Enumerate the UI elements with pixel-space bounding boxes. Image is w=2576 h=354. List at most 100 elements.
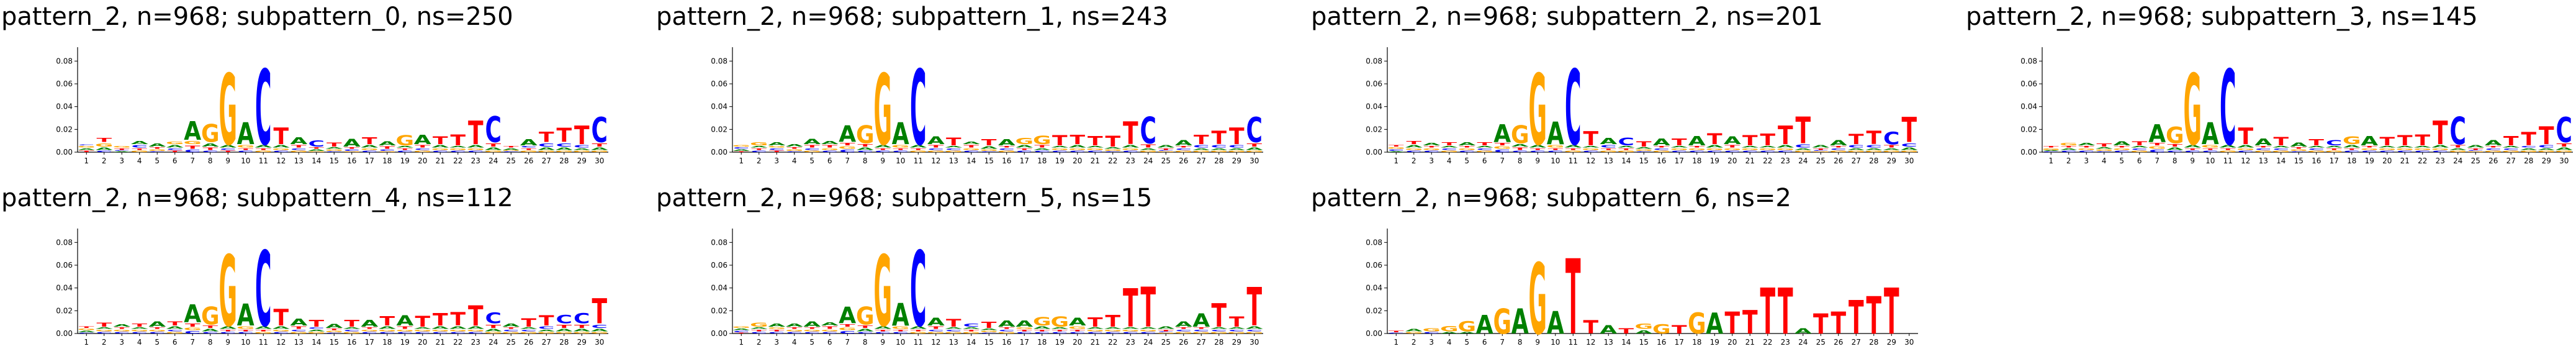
logo-letter-T: T [1831, 145, 1846, 148]
logo-glyph: T [2415, 132, 2430, 149]
logo-glyph: G [254, 332, 272, 334]
x-tick-label: 10 [1551, 157, 1560, 165]
logo-letter-G: G [1405, 148, 1423, 150]
y-tick-label: 0.00 [711, 148, 727, 157]
logo-glyph: C [1831, 148, 1847, 150]
x-tick-label: 2 [1412, 338, 1416, 347]
logo-letter-C: C [2290, 151, 2307, 152]
x-tick-label: 7 [1500, 157, 1505, 165]
y-tick-label: 0.06 [1366, 79, 1382, 88]
logo-letter-C: C [963, 322, 980, 328]
logo-letter-G: G [980, 149, 998, 152]
logo-letter-G: G [449, 329, 467, 332]
logo-glyph: A [502, 148, 520, 150]
logo-glyph: G [1104, 149, 1122, 152]
logo-glyph: T [468, 301, 484, 333]
logo-letter-C: C [1654, 148, 1670, 150]
logo-letter-G: G [750, 322, 768, 329]
x-tick-label: 21 [2400, 157, 2410, 165]
logo-letter-T: T [1123, 116, 1138, 152]
logo-glyph: A [1547, 306, 1564, 341]
logo-letter-A: A [786, 143, 803, 147]
logo-glyph: C [592, 111, 608, 151]
logo-letter-A: A [1175, 139, 1192, 147]
logo-glyph: G [1245, 332, 1264, 334]
x-tick-label: 18 [1037, 338, 1047, 347]
logo-glyph: T [1618, 148, 1634, 150]
logo-glyph: T [167, 150, 182, 153]
logo-glyph: G [2360, 148, 2379, 150]
logo-letter-C: C [768, 332, 785, 334]
logo-letter-A: A [290, 136, 308, 147]
logo-glyph: G [431, 329, 449, 332]
logo-glyph: A [1210, 327, 1228, 329]
x-tick-label: 18 [1692, 157, 1701, 165]
y-tick-label: 0.04 [56, 284, 73, 293]
logo-letter-G: G [962, 148, 981, 150]
logo-letter-C: C [2132, 148, 2148, 150]
logo-letter-A: A [2379, 145, 2396, 148]
x-tick-label: 8 [863, 338, 868, 347]
logo-letter-G: G [2307, 150, 2326, 153]
logo-letter-G: G [927, 150, 945, 153]
logo-glyph: A [361, 319, 379, 329]
logo-letter-A: A [272, 145, 290, 148]
logo-glyph: A [874, 326, 891, 330]
logo-glyph: T [291, 145, 307, 148]
logo-letter-G: G [520, 150, 538, 153]
logo-letter-G: G [272, 148, 290, 150]
x-tick-label: 3 [2084, 157, 2089, 165]
logo-letter-A: A [1086, 327, 1104, 329]
x-tick-label: 16 [1002, 338, 1011, 347]
y-tick-label: 0.04 [56, 102, 73, 111]
logo-letter-G: G [1652, 322, 1671, 337]
logo-glyph: T [928, 145, 943, 148]
logo-glyph: G [1759, 148, 1777, 150]
logo-glyph: C [963, 150, 980, 153]
logo-letter-G: G [2325, 150, 2343, 153]
logo-glyph: T [981, 320, 997, 330]
logo-letter-A: A [1618, 145, 1635, 148]
x-tick-label: 19 [1055, 338, 1065, 347]
logo-letter-T: T [769, 150, 785, 153]
logo-glyph: G [2520, 150, 2538, 153]
logo-glyph: T [202, 325, 218, 329]
x-tick-label: 21 [1091, 338, 1100, 347]
logo-glyph: T [114, 148, 130, 150]
logo-glyph: A [857, 328, 874, 332]
logo-glyph: T [273, 123, 289, 150]
logo-letter-T: T [840, 142, 855, 146]
logo-letter-A: A [1069, 145, 1086, 148]
logo-letter-T: T [1618, 148, 1634, 150]
logo-glyph: A [396, 313, 413, 329]
logo-letter-G: G [1245, 150, 1264, 153]
x-tick-label: 25 [1816, 338, 1826, 347]
logo-glyph: C [397, 332, 413, 334]
logo-glyph: A [980, 146, 998, 150]
logo-glyph: A [963, 327, 980, 329]
logo-glyph: T [1194, 132, 1209, 147]
logo-letter-G: G [2254, 150, 2272, 153]
logo-glyph: A [2343, 145, 2361, 148]
logo-letter-C: C [1459, 150, 1475, 153]
logo-glyph: T [379, 146, 395, 150]
logo-glyph: T [415, 145, 430, 148]
logo-letter-A: A [821, 322, 839, 327]
logo-glyph: C [1529, 150, 1546, 153]
x-tick-label: 26 [2488, 157, 2498, 165]
logo-letter-A: A [308, 149, 325, 152]
logo-letter-G: G [1546, 145, 1565, 148]
logo-letter-C: C [786, 332, 803, 334]
logo-glyph: A [768, 141, 785, 147]
logo-letter-T: T [2362, 145, 2377, 148]
logo-glyph: G [1068, 326, 1087, 330]
logo-glyph: T [592, 293, 607, 332]
logo-glyph: G [254, 150, 272, 153]
logo-letter-T: T [1194, 327, 1209, 329]
logo-letter-A: A [96, 327, 113, 329]
logo-glyph: C [1866, 145, 1882, 148]
logo-letter-C: C [875, 150, 891, 153]
logo-glyph: A [1175, 320, 1192, 329]
logo-glyph: A [113, 151, 130, 152]
